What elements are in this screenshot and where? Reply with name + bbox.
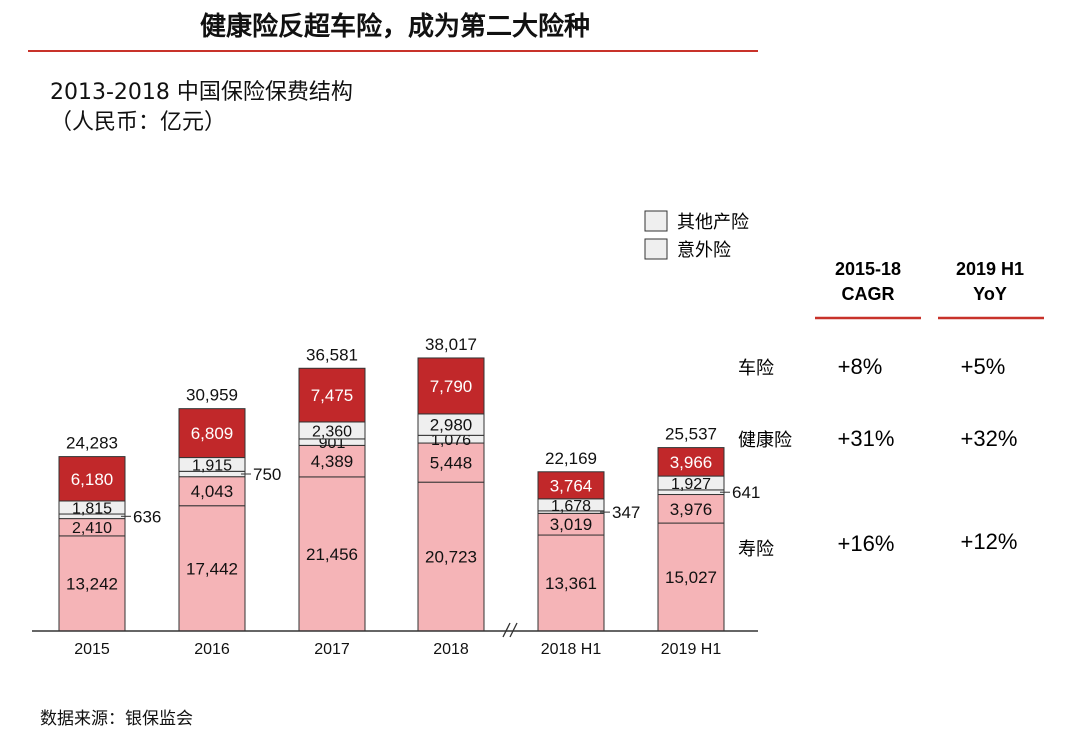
x-tick-label: 2018 xyxy=(433,641,469,658)
segment-label-accident: 636 xyxy=(133,507,161,526)
bar-segment-car xyxy=(298,367,366,423)
bar-segment-life xyxy=(417,481,485,632)
header-yoy-line1: 2019 H1 xyxy=(956,259,1024,279)
segment-label-car: 6,180 xyxy=(71,470,114,489)
yoy-health: +32% xyxy=(961,426,1018,451)
segment-label-health: 3,019 xyxy=(550,515,593,534)
segment-label-health: 5,448 xyxy=(430,454,473,473)
x-tick-label: 2017 xyxy=(314,641,350,658)
legend-swatch-other xyxy=(644,210,668,232)
axis-break-mark xyxy=(502,622,518,638)
row-label-life: 寿险 xyxy=(738,539,774,560)
bar-segment-car xyxy=(58,456,126,502)
bar-total-label: 22,169 xyxy=(545,449,597,468)
segment-label-other: 1,678 xyxy=(551,498,591,515)
segment-label-car: 3,966 xyxy=(670,453,713,472)
segment-label-life: 15,027 xyxy=(665,568,717,587)
header-yoy-line2: YoY xyxy=(973,284,1007,304)
segment-label-car: 7,475 xyxy=(311,386,354,405)
yoy-life: +12% xyxy=(961,529,1018,554)
legend-label-accident: 意外险 xyxy=(677,240,731,261)
segment-label-accident: 750 xyxy=(253,465,281,484)
row-label-health: 健康险 xyxy=(738,430,792,451)
cagr-health: +31% xyxy=(838,426,895,451)
segment-label-car: 3,764 xyxy=(550,476,593,495)
x-tick-label: 2015 xyxy=(74,641,110,658)
segment-label-health: 3,976 xyxy=(670,500,713,519)
segment-label-health: 2,410 xyxy=(72,520,112,537)
bar-segment-car xyxy=(417,357,485,415)
segment-label-life: 20,723 xyxy=(425,548,477,567)
cagr-life: +16% xyxy=(838,531,895,556)
segment-label-other: 1,927 xyxy=(671,476,711,493)
growth-table: 2015-18 CAGR 2019 H1 YoY 车险 +8% +5% 健康险 … xyxy=(738,259,1044,560)
chart-subtitle: （人民币：亿元） xyxy=(50,110,227,135)
segment-label-life: 13,361 xyxy=(545,574,597,593)
bar-segment-health xyxy=(417,442,485,483)
yoy-car: +5% xyxy=(961,354,1006,379)
segment-label-other: 1,915 xyxy=(192,457,232,474)
title-divider xyxy=(28,50,758,52)
page-title: 健康险反超车险，成为第二大险种 xyxy=(199,12,590,42)
legend-label-other: 其他产险 xyxy=(677,212,749,233)
bar-total-label: 30,959 xyxy=(186,386,238,405)
segment-label-life: 21,456 xyxy=(306,545,358,564)
x-tick-label: 2016 xyxy=(194,641,230,658)
header-cagr-line1: 2015-18 xyxy=(835,259,901,279)
x-tick-label: 2018 H1 xyxy=(541,641,602,658)
segment-label-car: 7,790 xyxy=(430,377,473,396)
bar-total-label: 38,017 xyxy=(425,335,477,354)
segment-label-life: 13,242 xyxy=(66,574,118,593)
chart-title: 2013-2018 中国保险保费结构 xyxy=(50,80,353,105)
bar-total-label: 36,581 xyxy=(306,345,358,364)
bar-segment-life xyxy=(537,534,605,632)
legend: 其他产险 意外险 xyxy=(644,210,749,261)
bar-segment-car xyxy=(657,447,725,477)
legend-swatch-accident xyxy=(644,238,668,260)
bar-total-label: 24,283 xyxy=(66,434,118,453)
source-note: 数据来源：银保监会 xyxy=(40,709,193,729)
bars-layer: 13,242 2,410 636 1,815 6,180 24,283 2015 17,442… xyxy=(58,335,760,658)
segment-label-accident: 1,076 xyxy=(431,432,471,449)
segment-label-accident: 347 xyxy=(612,503,640,522)
segment-label-life: 17,442 xyxy=(186,559,238,578)
bar-segment-car xyxy=(178,408,246,459)
segment-label-other: 1,815 xyxy=(72,501,112,518)
bar-total-label: 25,537 xyxy=(665,425,717,444)
segment-label-car: 6,809 xyxy=(191,424,234,443)
bar-segment-life xyxy=(657,522,725,632)
row-label-car: 车险 xyxy=(738,358,774,379)
bar-segment-health xyxy=(298,444,366,478)
segment-label-accident: 641 xyxy=(732,483,760,502)
segment-label-other: 2,980 xyxy=(430,416,473,435)
segment-label-health: 4,389 xyxy=(311,452,354,471)
segment-label-other: 2,360 xyxy=(312,423,352,440)
bar-segment-car xyxy=(537,471,605,500)
x-tick-label: 2019 H1 xyxy=(661,641,722,658)
header-cagr-line2: CAGR xyxy=(842,284,895,304)
cagr-car: +8% xyxy=(838,354,883,379)
segment-label-health: 4,043 xyxy=(191,482,234,501)
bar-segment-life xyxy=(298,476,366,632)
